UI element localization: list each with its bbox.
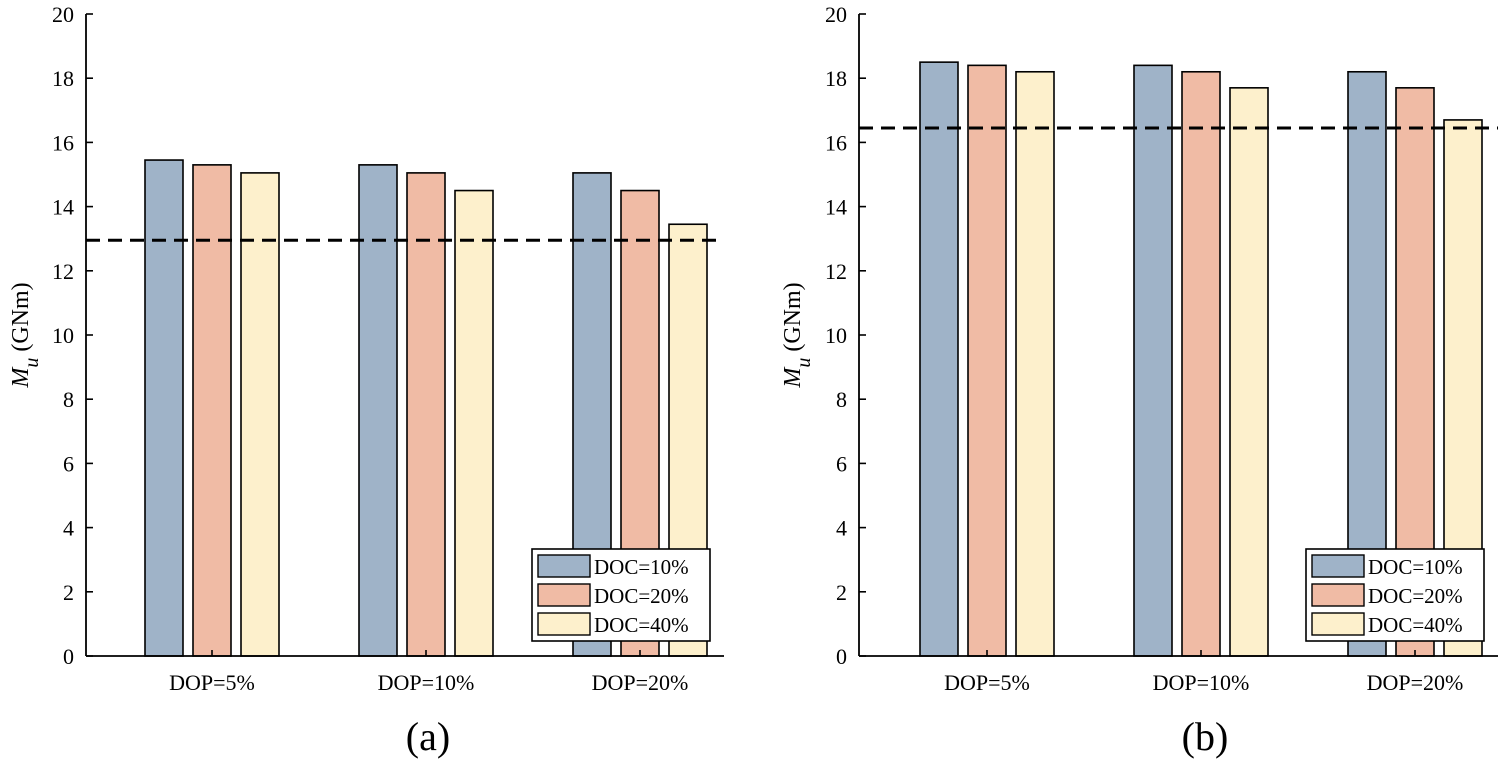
bar-doc-10--dop-5-	[144, 159, 184, 657]
y-tick-label: 18	[825, 66, 847, 91]
y-tick-label: 6	[63, 451, 74, 476]
y-label-unit: (GNm)	[8, 282, 34, 351]
legend-swatch	[537, 583, 591, 607]
legend-swatch	[1311, 583, 1365, 607]
y-tick-label: 4	[63, 516, 74, 541]
y-tick-label: 12	[825, 259, 847, 284]
bar-doc-40--dop-10-	[1229, 87, 1269, 657]
y-tick-label: 20	[52, 2, 74, 27]
panel-label: (a)	[406, 714, 450, 759]
y-tick-label: 2	[836, 580, 847, 605]
legend: DOC=10% DOC=20% DOC=40%	[531, 548, 711, 642]
y-tick-label: 18	[52, 66, 74, 91]
chart-panel-b: DOP=5% DOP=10% DOP=20% 0 2 4 6 8 10 12 14 16 18 20 Mu (…	[780, 2, 1498, 759]
bar-doc-40--dop-5-	[240, 172, 280, 657]
legend-entry: DOC=10%	[1368, 555, 1463, 579]
chart-panel-a: DOP=5% DOP=10% DOP=20% 0 2 4 6 8 10 12 14 16 18 20 Mu (…	[8, 2, 724, 759]
y-label-symbol: M	[8, 366, 34, 389]
legend: DOC=10% DOC=20% DOC=40%	[1305, 548, 1485, 642]
bar-doc-20--dop-5-	[192, 164, 232, 657]
legend-entry: DOC=20%	[1368, 584, 1463, 608]
y-axis-label: Mu (GNm)	[8, 282, 43, 388]
legend-swatch	[537, 554, 591, 578]
x-tick-label: DOP=10%	[378, 670, 475, 695]
legend-entry: DOC=10%	[594, 555, 689, 579]
bar-doc-20--dop-10-	[406, 172, 446, 657]
x-tick-label: DOP=10%	[1153, 670, 1250, 695]
y-tick-label: 0	[836, 644, 847, 669]
y-tick-label: 14	[825, 195, 847, 220]
y-tick-label: 10	[52, 323, 74, 348]
y-tick-label: 8	[63, 387, 74, 412]
bar-doc-40--dop-10-	[454, 189, 494, 657]
x-tick-label: DOP=20%	[592, 670, 689, 695]
legend-swatch	[537, 612, 591, 636]
y-axis-label: Mu (GNm)	[780, 282, 815, 388]
y-tick-label: 0	[63, 644, 74, 669]
legend-entry: DOC=40%	[1368, 613, 1463, 637]
bar-doc-10--dop-5-	[919, 61, 959, 657]
x-tick-label: DOP=5%	[944, 670, 1030, 695]
y-label-symbol: M	[780, 366, 806, 389]
y-label-subscript: u	[21, 358, 43, 368]
bar-doc-10--dop-10-	[358, 164, 398, 657]
panel-label: (b)	[1182, 714, 1229, 759]
y-tick-label: 16	[825, 130, 847, 155]
legend-entry: DOC=20%	[594, 584, 689, 608]
legend-swatch	[1311, 612, 1365, 636]
legend-swatch	[1311, 554, 1365, 578]
bar-doc-10--dop-10-	[1133, 64, 1173, 657]
y-tick-label: 14	[52, 195, 74, 220]
bar-doc-20--dop-10-	[1181, 70, 1221, 657]
y-tick-label: 12	[52, 259, 74, 284]
bar-doc-40--dop-5-	[1015, 70, 1055, 657]
y-tick-label: 6	[836, 451, 847, 476]
y-tick-label: 8	[836, 387, 847, 412]
x-tick-label: DOP=20%	[1367, 670, 1464, 695]
legend-entry: DOC=40%	[594, 613, 689, 637]
y-tick-label: 2	[63, 580, 74, 605]
y-tick-label: 16	[52, 130, 74, 155]
y-tick-label: 4	[836, 516, 847, 541]
bar-doc-20--dop-5-	[967, 64, 1007, 657]
y-label-unit: (GNm)	[780, 282, 806, 351]
y-tick-label: 10	[825, 323, 847, 348]
y-tick-label: 20	[825, 2, 847, 27]
y-label-subscript: u	[793, 358, 815, 368]
x-tick-label: DOP=5%	[169, 670, 255, 695]
